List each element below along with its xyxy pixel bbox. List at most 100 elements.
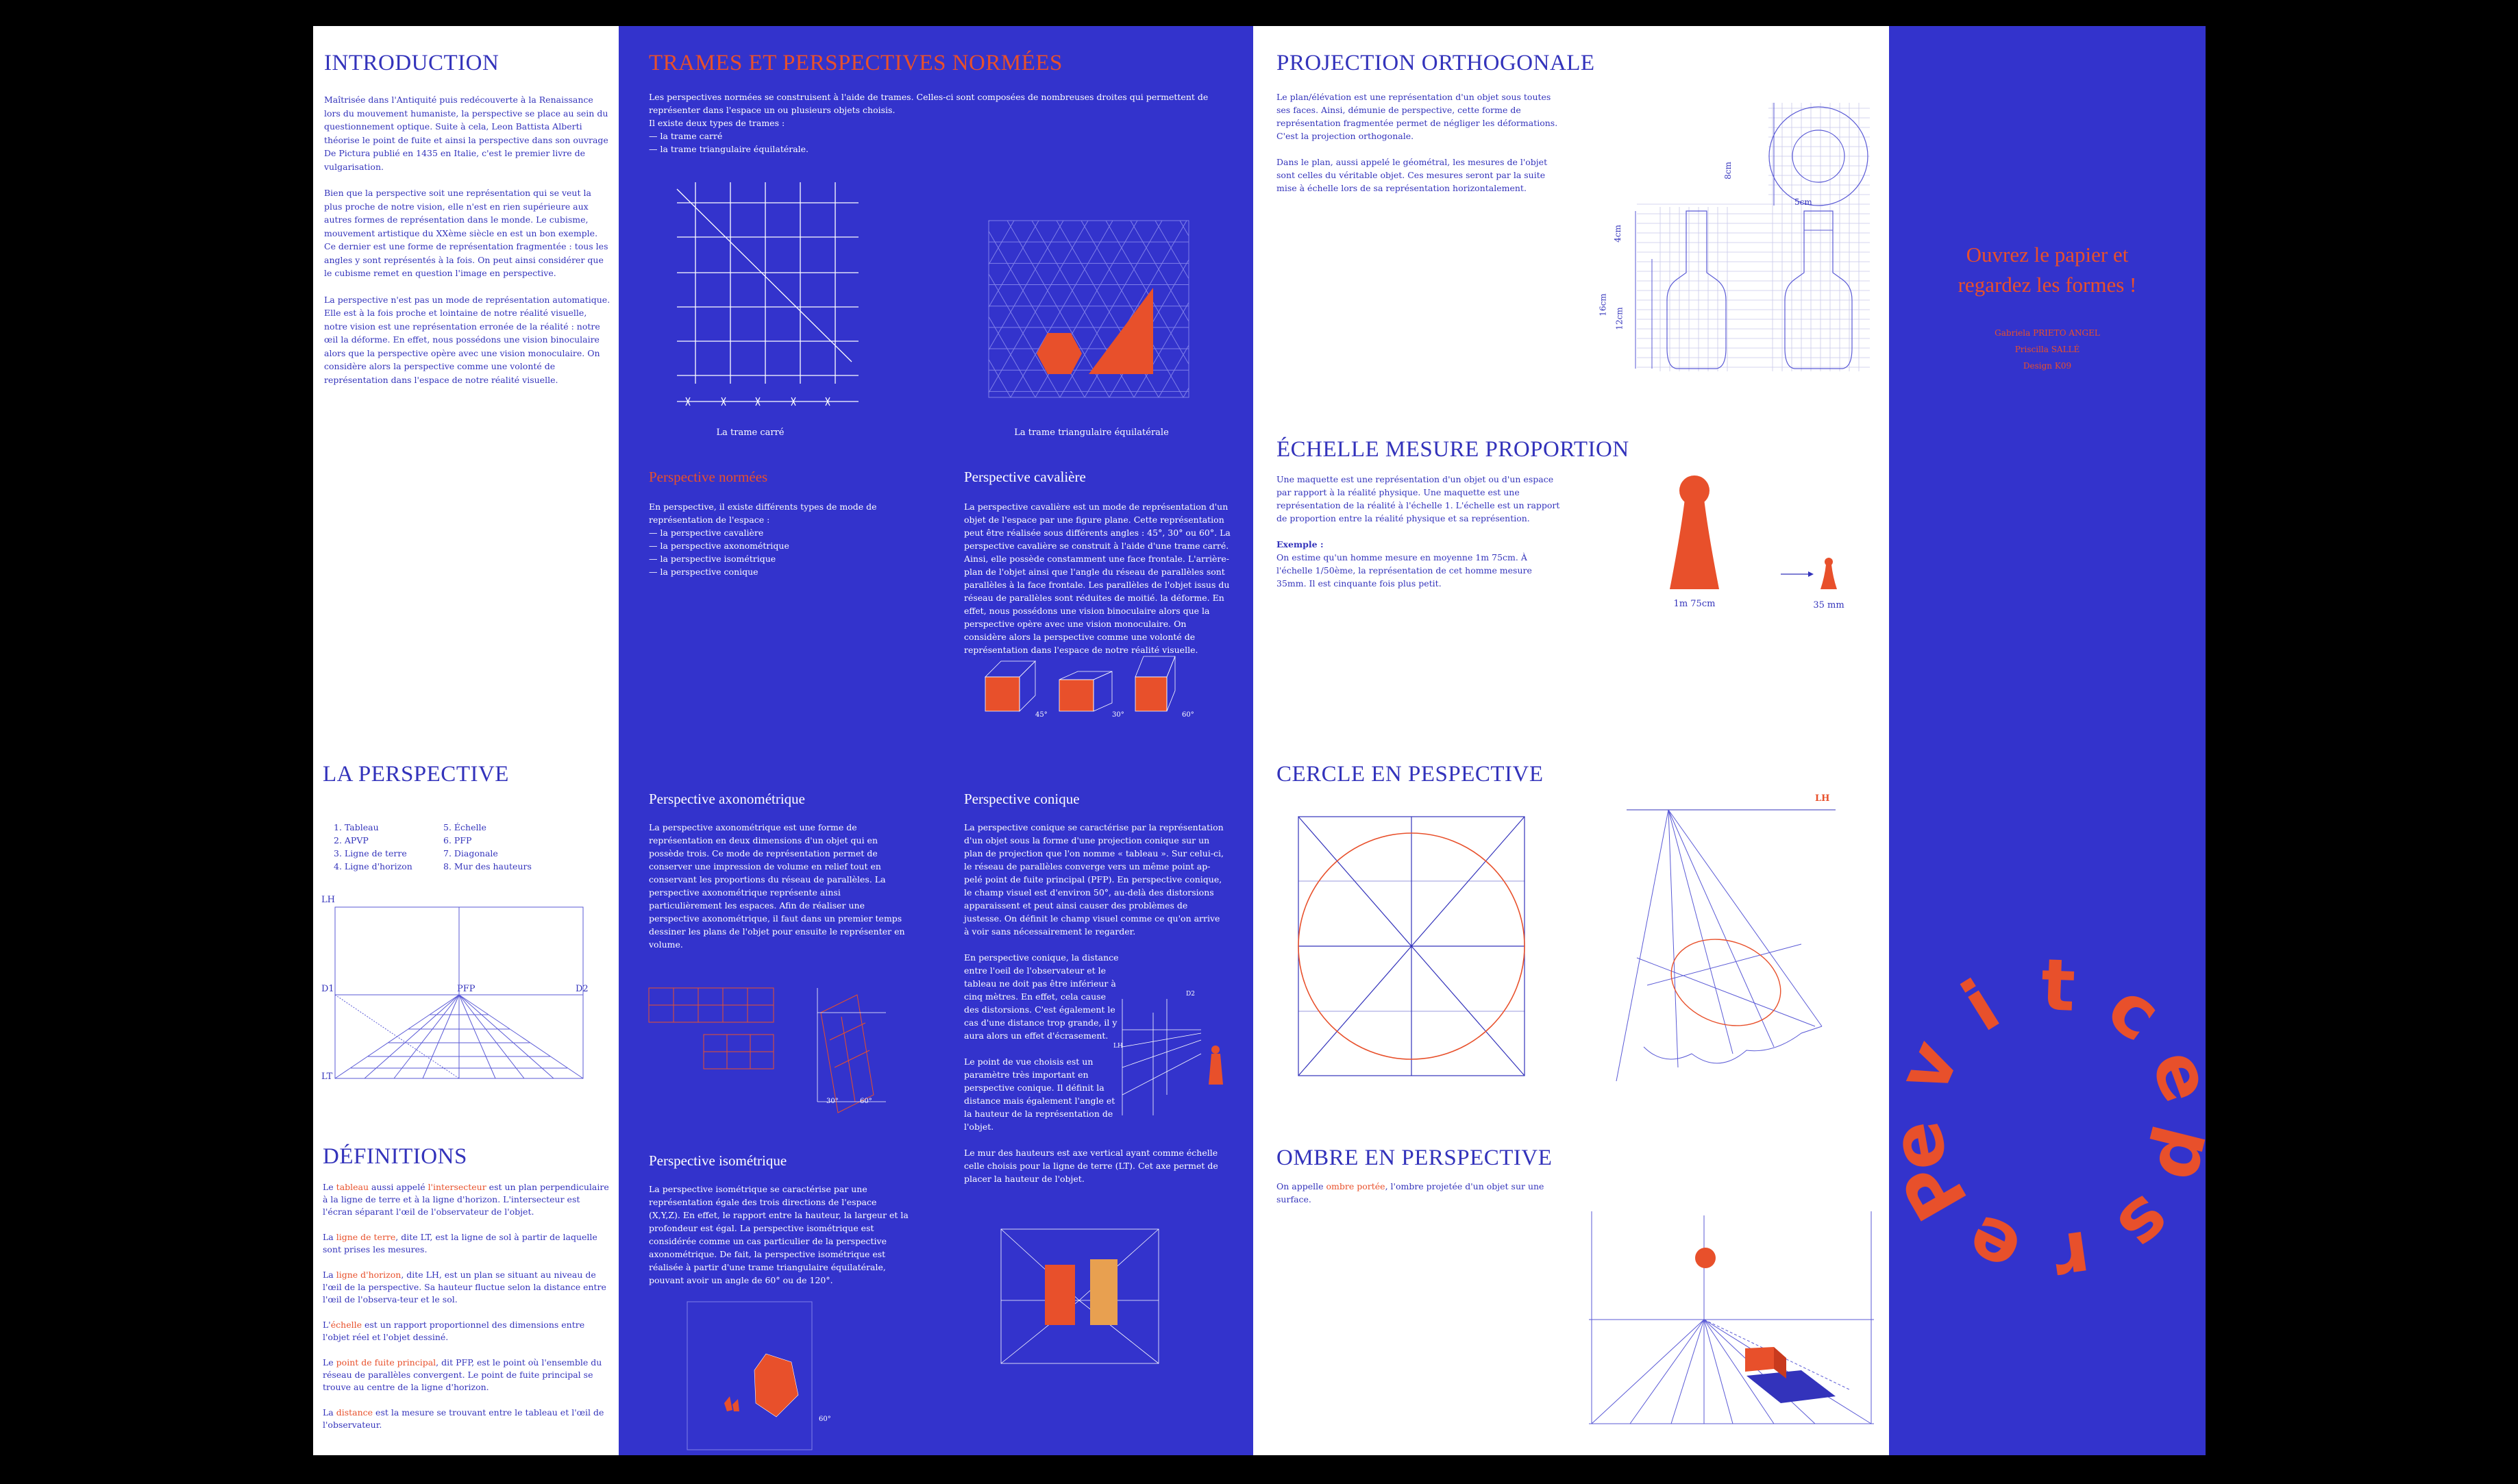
list-item: 5. Échelle	[443, 822, 486, 832]
label-pfp: PFP	[457, 984, 476, 994]
normees-text: En perspective, il existe différents typ…	[649, 500, 909, 578]
spiral-letter: t	[2039, 943, 2077, 1028]
echelle-figures	[1670, 475, 1837, 589]
perspective-title: LA PERSPECTIVE	[323, 762, 509, 787]
intro-paragraph-2: Bien que la perspective soit une représe…	[324, 188, 608, 278]
list-item: 3. Ligne de terre	[334, 848, 407, 858]
list-item: — la perspective cavalière	[649, 528, 764, 538]
caption-35mm: 35 mm	[1813, 600, 1844, 610]
ortho-paragraph-1: Le plan/élévation est une représentation…	[1276, 92, 1558, 141]
list-item: 2. APVP	[334, 835, 369, 845]
list-item: — la perspective isométrique	[649, 554, 776, 564]
panel-cover: Ouvrez le papier et regardez les formes …	[1889, 26, 2206, 1455]
normees-intro: En perspective, il existe différents typ…	[649, 502, 877, 525]
list-item: 7. Diagonale	[443, 848, 498, 858]
ombre-text: On appelle ombre portée, l'ombre projeté…	[1276, 1181, 1544, 1204]
conique-paragraph-4: Le mur des hauteurs est axe vertical aya…	[964, 1148, 1218, 1184]
normees-title: Perspective normées	[649, 469, 768, 485]
intro-paragraph-1: Maîtrisée dans l'Antiquité puis redécouv…	[324, 95, 608, 172]
trames-title: TRAMES ET PERSPECTIVES NORMÉES	[649, 51, 1063, 75]
credit-design: Design K09	[2023, 361, 2072, 371]
credit-author-1: Gabriela PRIETO ANGEL	[1995, 328, 2100, 338]
conique-paragraph-3: Le point de vue choisis est un paramètre…	[964, 1056, 1115, 1132]
spiral-letter: c	[2092, 965, 2176, 1058]
example-text: On estime qu'un homme mesure en moyenne …	[1276, 552, 1532, 589]
ortho-paragraph-2: Dans le plan, aussi appelé le géométral,…	[1276, 157, 1548, 193]
list-item: 1. Tableau	[334, 822, 379, 832]
spiral-letter: e	[1953, 1197, 2034, 1294]
label-lt: LT	[321, 1072, 333, 1082]
trames-item: — la trame carré	[649, 131, 723, 141]
conique-label-lh: LH	[1113, 1043, 1123, 1050]
intro-text: Maîtrisée dans l'Antiquité puis redécouv…	[324, 93, 610, 399]
ombre-title: OMBRE EN PERSPECTIVE	[1276, 1146, 1553, 1170]
list-item: — la perspective conique	[649, 567, 758, 577]
panel-introduction: INTRODUCTION Maîtrisée dans l'Antiquité …	[313, 26, 619, 1455]
definitions-text: Le tableau aussi appelé l'intersecteur e…	[323, 1181, 610, 1444]
list-item: 4. Ligne d'horizon	[334, 861, 412, 871]
echelle-title: ÉCHELLE MESURE PROPORTION	[1276, 437, 1629, 462]
spiral-letter: p	[2139, 1120, 2206, 1191]
cavaliere-title: Perspective cavalière	[964, 469, 1086, 485]
panel-projection: PROJECTION ORTHOGONALE Le plan/élévation…	[1253, 26, 1889, 1455]
definition-point-de-fuite: Le point de fuite principal, dit PFP, es…	[323, 1357, 602, 1392]
axono-angle-60: 60°	[860, 1098, 872, 1105]
caption-trame-triangulaire: La trame triangulaire équilatérale	[1014, 428, 1169, 438]
caption-1m75: 1m 75cm	[1673, 599, 1716, 609]
spiral-letter: v	[1889, 1028, 1976, 1105]
list-item: 8. Mur des hauteurs	[443, 861, 532, 871]
list-item: 6. PFP	[443, 835, 472, 845]
ortho-text: Le plan/élévation est une représentation…	[1276, 90, 1564, 208]
tagline-line-2: regardez les formes !	[1958, 273, 2137, 297]
trames-intro: Les perspectives normées se construisent…	[649, 92, 1209, 115]
trames-types: Il existe deux types de trames :	[649, 118, 785, 128]
trames-diagrams	[648, 182, 1223, 1450]
spiral-letter: e	[2134, 1038, 2206, 1113]
conique-text: La perspective conique se caractérise pa…	[964, 821, 1224, 1198]
label-d2: D2	[576, 984, 589, 994]
spiral-letter: i	[1948, 964, 2014, 1048]
definition-ligne-horizon: La ligne d'horizon, dite LH, est un plan…	[323, 1270, 606, 1304]
cercle-title: CERCLE EN PESPECTIVE	[1276, 762, 1544, 787]
perspective-list-right: 5. Échelle 6. PFP 7. Diagonale 8. Mur de…	[443, 821, 532, 873]
list-item: — la perspective axonométrique	[649, 541, 789, 551]
spiral-letter: r	[2049, 1214, 2096, 1302]
echelle-paragraph: Une maquette est une représentation d'un…	[1276, 474, 1560, 523]
definition-distance: La distance est la mesure se trouvant en…	[323, 1407, 604, 1430]
label-lh: LH	[321, 895, 335, 905]
definition-tableau: Le tableau aussi appelé l'intersecteur e…	[323, 1182, 609, 1217]
cover-credits: Gabriela PRIETO ANGEL Priscilla SALLÉ De…	[1889, 325, 2206, 374]
credit-author-2: Priscilla SALLÉ	[2014, 345, 2080, 354]
cavaliere-angle-60: 60°	[1182, 711, 1194, 719]
axonometrique-title: Perspective axonométrique	[649, 791, 806, 807]
trames-text: Les perspectives normées se construisent…	[649, 90, 1224, 156]
axonometrique-text: La perspective axonométrique est une for…	[649, 822, 905, 950]
spiral-letter: s	[2101, 1178, 2189, 1270]
tagline-line-1: Ouvrez le papier et	[1966, 243, 2129, 267]
axono-angle-30: 30°	[826, 1098, 839, 1105]
trames-item: — la trame triangulaire équilatérale.	[649, 144, 809, 154]
ortho-title: PROJECTION ORTHOGONALE	[1276, 51, 1595, 75]
panel-perspectives: TRAMES ET PERSPECTIVES NORMÉES Les persp…	[619, 26, 1253, 1455]
ortho-diagram	[1635, 103, 1870, 371]
example-title: Exemple :	[1276, 539, 1324, 549]
iso-angle-60: 60°	[819, 1415, 831, 1423]
conique-label-d2: D2	[1186, 991, 1195, 998]
dim-5cm: 5cm	[1794, 197, 1812, 207]
cavaliere-angle-30: 30°	[1112, 711, 1124, 719]
conique-paragraph-1: La perspective conique se caractérise pa…	[964, 822, 1224, 937]
conique-title: Perspective conique	[964, 791, 1080, 807]
cercle-label-lh: LH	[1815, 793, 1830, 804]
cavaliere-angle-45: 45°	[1035, 711, 1048, 719]
caption-trame-carre: La trame carré	[716, 428, 785, 438]
cercle-diagrams	[1298, 809, 1836, 1082]
intro-title: INTRODUCTION	[324, 51, 499, 75]
isometrique-title: Perspective isométrique	[649, 1152, 787, 1169]
isometrique-text: La perspective isométrique se caractéris…	[649, 1184, 909, 1285]
definition-ligne-de-terre: La ligne de terre, dite LT, est la ligne…	[323, 1232, 597, 1254]
echelle-text: Une maquette est une représentation d'un…	[1276, 473, 1564, 590]
definitions-title: DÉFINITIONS	[323, 1144, 467, 1169]
perspective-diagram	[334, 906, 584, 1079]
conique-paragraph-2: En perspective conique, la distance entr…	[964, 952, 1119, 1041]
